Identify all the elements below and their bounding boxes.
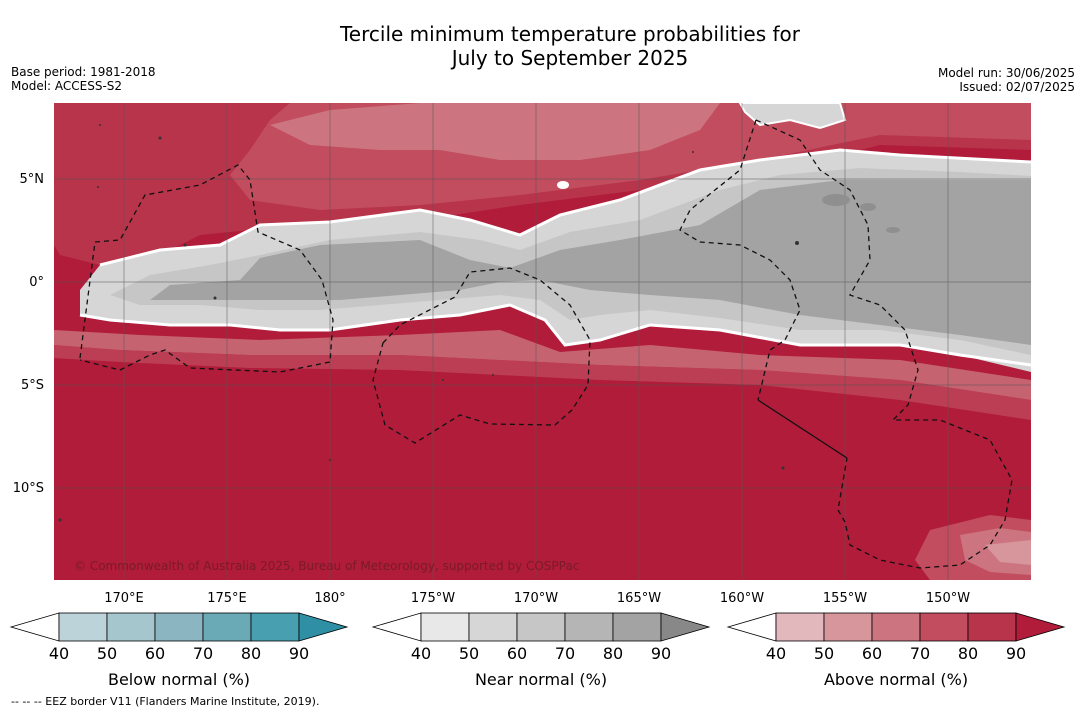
lon-label-180: 180°: [314, 591, 345, 606]
lon-label-160w: 160°W: [720, 591, 764, 606]
colorbar-tick-label: 80: [603, 644, 623, 663]
above-band-se-50: [985, 540, 1031, 565]
gridlines: [54, 103, 1031, 580]
colorbar-title: Above normal (%): [824, 670, 968, 689]
colorbar-tick-label: 60: [862, 644, 882, 663]
colorbar-segment: [564, 612, 614, 642]
colorbar-tick-label: 70: [555, 644, 575, 663]
colorbar-segment: [919, 612, 969, 642]
colorbar-segment: [250, 612, 300, 642]
colorbar-segment: [154, 612, 204, 642]
colorbar-tick-label: 90: [289, 644, 309, 663]
white-patch: [557, 181, 569, 189]
model-run: Model run: 30/06/2025: [937, 66, 1075, 80]
colorbar-tick-label: 90: [1006, 644, 1026, 663]
colorbar-tick-label: 60: [145, 644, 165, 663]
colorbar-tick-label: 50: [459, 644, 479, 663]
colorbar-min-arrow: [371, 612, 422, 642]
colorbar-tick-label: 40: [766, 644, 786, 663]
boundary-south: [79, 303, 1031, 367]
lon-label-155w: 155°W: [823, 591, 867, 606]
colorbar-3: 40 50 60 70 80 90 Above normal (%): [726, 612, 1066, 689]
colorbar-2: 40 50 60 70 80 90 Near normal (%): [371, 612, 711, 689]
model-name: Model: ACCESS-S2: [11, 79, 123, 93]
colorbar-legends: 40 50 60 70 80 90 Below normal (%) 40 50 60 70 80 90…: [9, 612, 1066, 689]
lon-label-170w: 170°W: [514, 591, 558, 606]
lat-label-10s: 10°S: [13, 481, 44, 496]
lon-label-165w: 165°W: [617, 591, 661, 606]
longitude-labels: 170°E 175°E 180° 175°W 170°W 165°W 160°W…: [104, 591, 970, 606]
colorbar-tick-label: 80: [958, 644, 978, 663]
colorbar-max-arrow: [1015, 612, 1066, 642]
meta-right: Model run: 30/06/2025 Issued: 02/07/2025: [938, 66, 1075, 94]
above-band-60-south: [54, 330, 1031, 400]
lat-label-5s: 5°S: [21, 378, 44, 393]
above-band-60-north: [270, 103, 720, 160]
probability-map: © Commonwealth of Australia 2025, Bureau…: [54, 103, 1031, 580]
colorbar-tick-label: 50: [814, 644, 834, 663]
colorbar-tick-label: 80: [241, 644, 261, 663]
boundary-north: [99, 148, 1031, 267]
issued-date: Issued: 02/07/2025: [959, 80, 1075, 94]
colorbar-segment: [612, 612, 662, 642]
lon-label-175w: 175°W: [411, 591, 455, 606]
near-patch-northeast: [738, 103, 847, 130]
colorbar-tick-label: 50: [97, 644, 117, 663]
lat-label-5n: 5°N: [20, 172, 45, 187]
base-period: Base period: 1981-2018: [11, 65, 156, 79]
title-line-1: Tercile minimum temperature probabilitie…: [339, 22, 801, 46]
colorbar-segment: [58, 612, 108, 642]
colorbar-segment: [106, 612, 156, 642]
colorbar-segment: [516, 612, 566, 642]
colorbar-max-arrow: [298, 612, 349, 642]
colorbar-tick-label: 60: [507, 644, 527, 663]
eez-footnote: -- -- -- EEZ border V11 (Flanders Marine…: [11, 695, 320, 708]
colorbar-title: Near normal (%): [475, 670, 607, 689]
meta-left: Base period: 1981-2018 Model: ACCESS-S2: [11, 65, 156, 93]
colorbar-segment: [823, 612, 873, 642]
colorbar-min-arrow: [9, 612, 60, 642]
latitude-labels: 5°N 0° 5°S 10°S: [13, 172, 44, 496]
colorbar-segment: [420, 612, 470, 642]
lon-label-150w: 150°W: [926, 591, 970, 606]
colorbar-title: Below normal (%): [108, 670, 250, 689]
colorbar-tick-label: 90: [651, 644, 671, 663]
colorbar-min-arrow: [726, 612, 777, 642]
near-band-70: [150, 180, 1031, 345]
lat-label-0: 0°: [29, 275, 44, 290]
colorbar-1: 40 50 60 70 80 90 Below normal (%): [9, 612, 349, 689]
eez-solid-segment: [757, 399, 848, 459]
above-band-70-south: [54, 345, 1031, 420]
colorbar-tick-label: 70: [193, 644, 213, 663]
chart-title: Tercile minimum temperature probabilitie…: [0, 22, 1085, 70]
colorbar-segment: [775, 612, 825, 642]
colorbar-segment: [202, 612, 252, 642]
colorbar-segment: [468, 612, 518, 642]
colorbar-max-arrow: [660, 612, 711, 642]
islands: [58, 124, 900, 522]
title-line-2: July to September 2025: [451, 46, 689, 70]
copyright-notice: © Commonwealth of Australia 2025, Bureau…: [74, 559, 579, 573]
colorbar-segment: [871, 612, 921, 642]
colorbar-tick-label: 40: [411, 644, 431, 663]
lon-label-175e: 175°E: [207, 591, 247, 606]
colorbar-segment: [967, 612, 1017, 642]
colorbar-tick-label: 70: [910, 644, 930, 663]
eez-borders: [79, 119, 1013, 569]
colorbar-tick-label: 40: [49, 644, 69, 663]
lon-label-170e: 170°E: [104, 591, 144, 606]
